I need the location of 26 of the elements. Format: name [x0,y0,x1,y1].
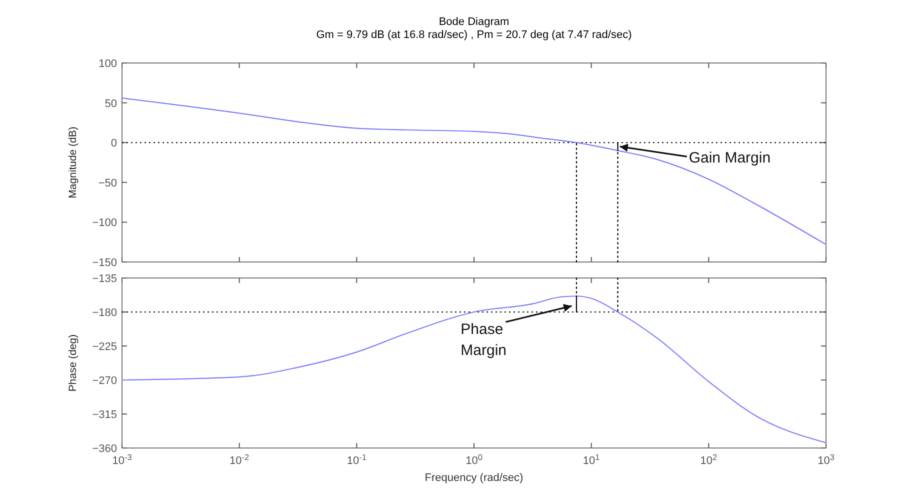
y-tick-label: −100 [92,217,117,230]
x-tick-label: 10$^{3}$ [818,452,835,467]
y-tick-label: 50 [104,98,117,110]
x-axis-title: Frequency (rad/sec) [424,472,524,484]
y-tick-label: −150 [92,257,117,269]
x-tick-label: 10$^{2}$ [700,452,718,467]
y-tick-label: −225 [92,341,117,353]
chart-title: Bode Diagram [438,16,510,28]
y-tick-label: −315 [92,409,117,421]
y-axis-title: Phase (deg) [67,334,79,392]
x-tick-label: 10$^{-1}$ [346,452,367,467]
x-tick-label: 10$^{1}$ [582,452,600,467]
y-tick-label: −50 [98,177,117,190]
x-tick-label: 10$^{-2}$ [230,452,250,467]
y-tick-label: 0 [110,138,117,150]
x-tick-label: 10$^{0}$ [466,452,483,467]
x-tick-label: 10$^{-3}$ [112,452,132,467]
chart-subtitle: Gm = 9.79 dB (at 16.8 rad/sec) , Pm = 20.7 deg (at 7.47 rad/sec) [316,29,632,41]
y-tick-label: −135 [92,273,117,285]
annotation: Phase Margin [460,320,508,359]
y-tick-label: −270 [92,375,117,387]
annotation: Gain Margin [688,150,771,167]
y-axis-title: Magnitude (dB) [67,126,79,198]
y-tick-label: −180 [92,307,117,319]
y-tick-label: −360 [92,443,117,455]
y-tick-label: 100 [98,58,117,70]
